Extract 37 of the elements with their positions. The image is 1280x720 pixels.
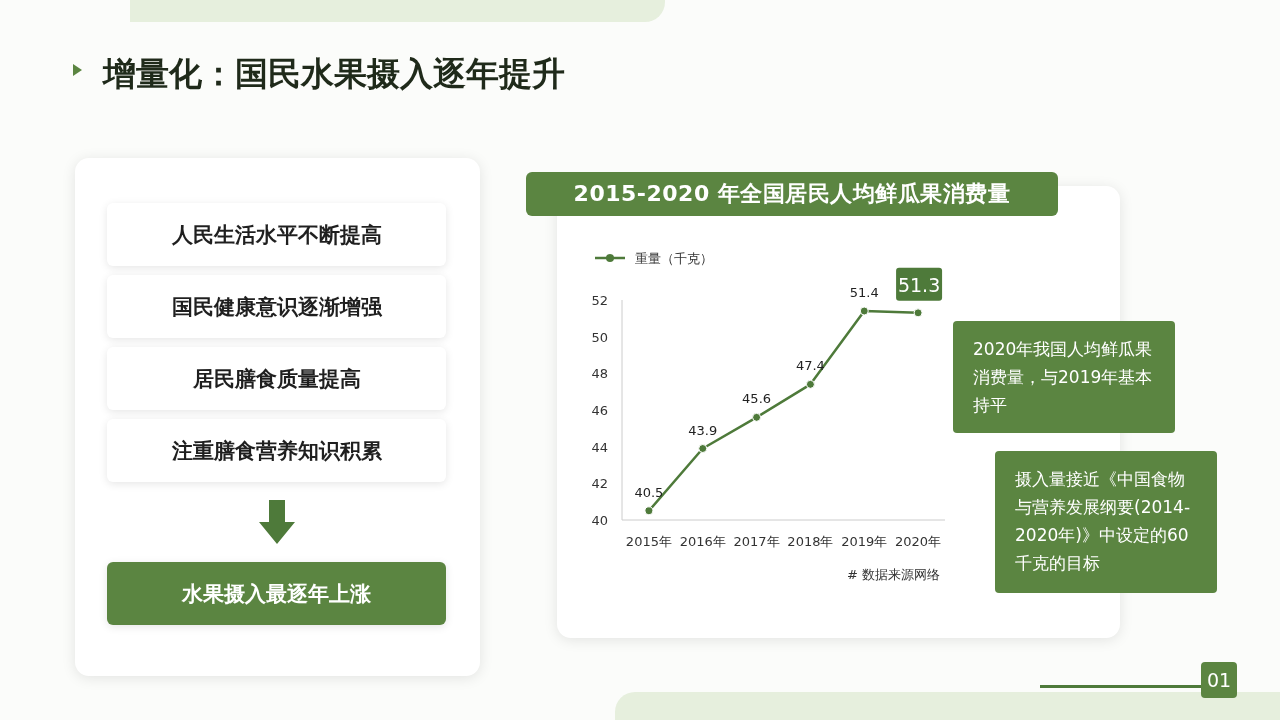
point [698,444,708,453]
x-tick-label: 2018年 [787,534,834,549]
point [805,379,815,389]
x-tick-label: 2015年 [625,534,672,549]
point [859,306,869,316]
point [644,506,654,516]
x-tick-label: 2019年 [841,534,888,549]
data-label: 47.4 [795,358,825,374]
data-label: 51.3 [897,273,941,296]
x-tick-label: 2017年 [733,534,780,549]
y-tick-label: 52 [591,293,608,308]
point [752,412,762,422]
text: 2020年我国人均鲜瓜果消费量，与2019年基本持平 [953,321,1175,433]
text: 国民健康意识逐渐增强 [107,275,446,338]
y-tick-label: 50 [591,329,608,345]
y-tick-label: 48 [591,366,608,382]
data-label: 40.5 [634,484,664,500]
text: # 数据来源网络 [845,566,940,584]
y-tick-label: 44 [591,439,608,455]
point [913,308,923,318]
data-label: 43.9 [688,422,718,438]
y-tick-label: 46 [591,403,608,418]
text: 居民膳食质量提高 [107,347,446,410]
text: 注重膳食营养知识积累 [107,419,446,482]
y-tick-label: 40 [591,513,608,528]
text: 人民生活水平不断提高 [107,203,446,266]
text: 摄入量接近《中国食物与营养发展纲要(2014-2020年)》中设定的60千克的目标 [995,451,1217,593]
x-tick-label: 2016年 [679,534,726,549]
legend-label: 重量（千克） [635,251,713,266]
text: 01 [1201,662,1237,698]
data-label: 51.4 [849,285,879,300]
chart-title: 2015-2020 年全国居民人均鲜瓜果消费量 [526,172,1058,216]
x-tick-label: 2020年 [895,534,942,549]
text: 水果摄入最逐年上涨 [107,562,446,625]
y-tick-label: 42 [591,476,608,492]
data-label: 45.6 [742,391,772,407]
text: 增量化：国民水果摄入逐年提升 [103,53,565,95]
